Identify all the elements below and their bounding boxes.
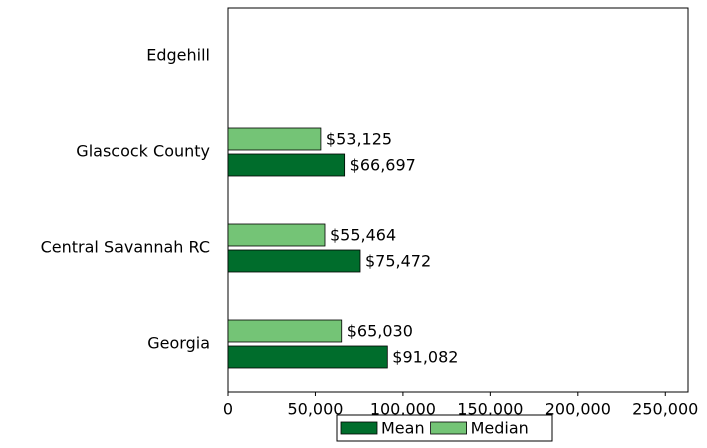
x-tick-label: 250,000 (632, 400, 698, 419)
legend-swatch (340, 421, 378, 435)
x-tick-label: 100,000 (370, 400, 436, 419)
legend-label: Median (471, 419, 529, 438)
x-tick-label: 150,000 (457, 400, 523, 419)
y-tick-label: Edgehill (146, 46, 210, 65)
y-tick-label: Glascock County (76, 142, 210, 161)
y-tick-label: Central Savannah RC (41, 238, 210, 257)
y-tick-label: Georgia (147, 334, 210, 353)
legend-label: Mean (381, 419, 425, 438)
legend-swatch (430, 421, 467, 435)
value-label: $53,125 (326, 130, 392, 149)
bar (227, 249, 361, 273)
bar (227, 127, 322, 151)
value-label: $66,697 (350, 156, 416, 175)
x-tick-label: 50,000 (287, 400, 343, 419)
bar (227, 345, 388, 369)
value-label: $91,082 (392, 348, 458, 367)
plot-frame (227, 7, 689, 393)
x-tick-label: 0 (223, 400, 233, 419)
bar (227, 223, 326, 247)
x-tick-label: 200,000 (545, 400, 611, 419)
value-label: $55,464 (330, 226, 396, 245)
value-label: $75,472 (365, 252, 431, 271)
bar (227, 319, 343, 343)
bar (227, 153, 346, 177)
value-label: $65,030 (347, 322, 413, 341)
